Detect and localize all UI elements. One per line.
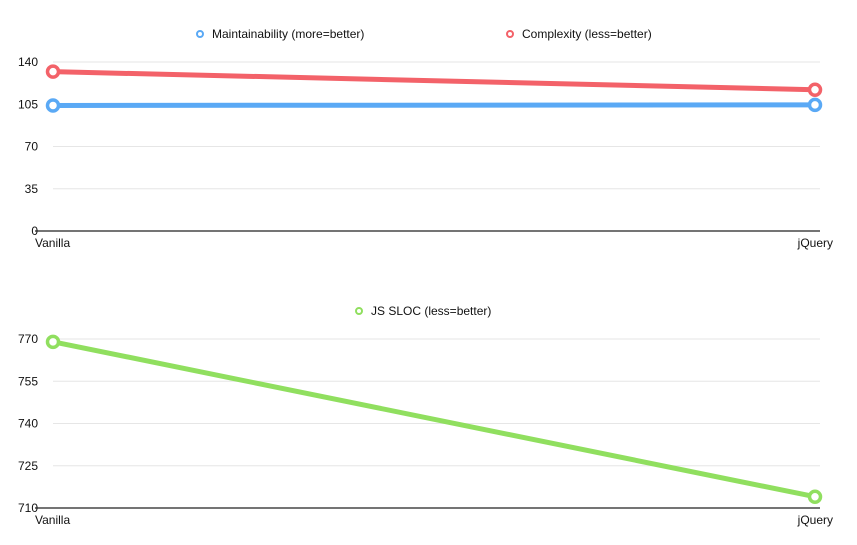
chart0-y-tick-label: 0 xyxy=(31,224,38,238)
chart1-series0-point-0 xyxy=(45,334,61,350)
chart1-y-tick-label: 740 xyxy=(18,417,38,431)
chart0-y-tick-label: 105 xyxy=(18,97,38,111)
chart1-y-tick-label: 710 xyxy=(18,501,38,515)
chart0-y-tick-label: 35 xyxy=(25,182,39,196)
chart0-x-tick-label: jQuery xyxy=(797,236,833,250)
chart1-y-tick-label: 755 xyxy=(18,374,38,388)
chart1-legend-label-0: JS SLOC (less=better) xyxy=(371,304,491,318)
chart0-legend-label-1: Complexity (less=better) xyxy=(522,27,652,41)
chart0-series-line-0 xyxy=(50,102,818,108)
chart1-legend-marker-0 xyxy=(355,307,363,315)
chart0-series-line-1 xyxy=(50,69,818,93)
chart0-y-tick-label: 140 xyxy=(18,55,38,69)
chart0-y-tick-label: 70 xyxy=(25,140,39,154)
chart0-series1-point-0 xyxy=(45,64,61,79)
chart0-legend-marker-1 xyxy=(506,30,514,38)
chart1-y-tick-label: 725 xyxy=(18,459,38,473)
chart0-series0-point-0 xyxy=(45,98,61,113)
chart0-x-tick-label: Vanilla xyxy=(35,236,70,250)
chart1-x-tick-label: jQuery xyxy=(797,513,833,527)
chart1-series0-point-1 xyxy=(807,489,823,504)
chart0-series1-point-1 xyxy=(807,82,823,98)
chart0-legend-label-0: Maintainability (more=better) xyxy=(212,27,364,41)
chart1-series-line-0 xyxy=(50,339,818,500)
chart1-x-tick-label: Vanilla xyxy=(35,513,70,527)
chart1-y-tick-label: 770 xyxy=(18,332,38,346)
chart0-legend-marker-0 xyxy=(196,30,204,38)
chart0-series0-point-1 xyxy=(807,97,823,113)
